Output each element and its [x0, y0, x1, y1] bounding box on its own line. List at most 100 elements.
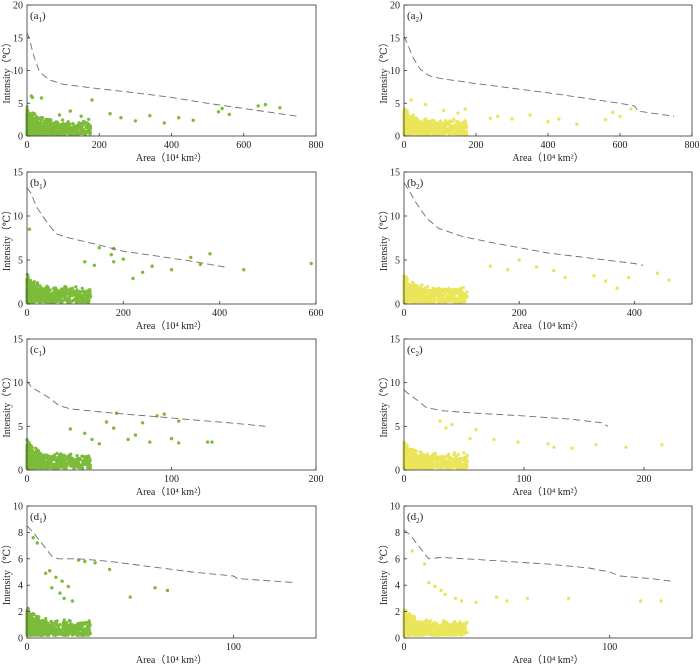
scatter-point — [263, 102, 268, 107]
scatter-point — [65, 288, 69, 292]
scatter-point — [38, 460, 43, 464]
scatter-point — [52, 121, 56, 125]
scatter-point — [309, 261, 313, 266]
scatter-point — [37, 124, 41, 128]
scatter-point — [28, 123, 32, 127]
axes-frame-a2 — [403, 4, 693, 137]
scatter-point — [85, 296, 89, 300]
scatter-point — [454, 456, 458, 460]
scatter-point — [611, 110, 615, 115]
scatter-point — [603, 279, 608, 283]
scatter-point — [406, 287, 410, 291]
y-tick-label: 20 — [13, 1, 23, 12]
scatter-point — [438, 120, 442, 124]
scatter-point — [629, 107, 633, 111]
scatter-point — [409, 133, 413, 137]
scatter-point — [407, 128, 411, 132]
scatter-point — [58, 132, 62, 136]
y-axis-label-c1: Intensity（℃） — [1, 371, 13, 437]
scatter-point — [409, 453, 413, 457]
y-tick-label: 5 — [18, 256, 23, 267]
x-tick-label: 0 — [25, 474, 30, 485]
scatter-point — [415, 286, 419, 290]
axes-frame-c1 — [26, 338, 317, 471]
y-tick-label: 0 — [395, 300, 400, 311]
scatter-point — [464, 124, 468, 128]
scatter-point — [80, 125, 84, 129]
scatter-point — [618, 114, 622, 119]
scatter-point — [517, 258, 521, 262]
scatter-point — [97, 246, 102, 250]
scatter-point — [403, 460, 407, 464]
scatter-point — [427, 124, 431, 128]
x-axis-label-b2: Area（10⁴ km²） — [512, 320, 583, 332]
scatter-point — [660, 443, 664, 447]
scatter-point — [447, 123, 451, 127]
y-axis-label-a1: Intensity（℃） — [1, 37, 13, 103]
scatter-point — [112, 426, 116, 430]
y-tick-label: 5 — [18, 422, 23, 433]
scatter-point — [415, 299, 419, 303]
scatter-point — [534, 265, 539, 269]
y-tick-label: 0 — [18, 132, 23, 143]
envelope-line-b2 — [403, 182, 644, 266]
scatter-point — [67, 299, 71, 303]
scatter-point — [403, 288, 407, 292]
scatter-point — [417, 298, 421, 303]
y-tick-label: 5 — [395, 422, 400, 433]
scatter-point — [408, 294, 412, 298]
scatter-point — [62, 625, 66, 629]
scatter-point — [594, 443, 598, 447]
scatter-point — [438, 124, 442, 128]
scatter-point — [87, 290, 91, 295]
scatter-point — [36, 131, 40, 135]
scatter-point — [453, 130, 458, 134]
scatter-point — [449, 129, 453, 133]
axes-frame-c2 — [403, 338, 693, 471]
scatter-point — [148, 114, 152, 118]
scatter-point — [406, 299, 410, 303]
scatter-point — [405, 458, 409, 462]
scatter-point — [67, 619, 71, 623]
y-tick-label: 0 — [18, 300, 23, 311]
scatter-point — [437, 300, 441, 304]
y-axis-label-b2: Intensity（℃） — [378, 205, 390, 271]
x-tick-label: 200 — [469, 140, 484, 151]
scatter-point — [41, 290, 46, 294]
scatter-point — [445, 465, 449, 469]
scatter-point — [35, 119, 39, 123]
scatter-point — [426, 119, 431, 124]
scatter-point — [278, 106, 282, 110]
scatter-point — [45, 284, 49, 288]
scatter-point — [27, 465, 31, 470]
scatter-point — [37, 116, 41, 120]
scatter-point — [31, 458, 36, 462]
scatter-point — [404, 465, 408, 470]
scatter-point — [414, 116, 418, 120]
scatter-point — [464, 129, 468, 133]
y-tick-label: 15 — [13, 33, 23, 44]
x-tick-label: 400 — [212, 308, 227, 319]
scatter-cloud-c2 — [402, 440, 469, 470]
scatter-point — [28, 455, 32, 459]
scatter-point — [40, 124, 44, 128]
x-tick-label: 200 — [512, 308, 527, 319]
scatter-cloud-b1 — [25, 272, 93, 304]
y-tick-label: 15 — [390, 168, 400, 179]
scatter-point — [56, 461, 60, 465]
scatter-point — [454, 300, 458, 304]
scatter-point — [429, 119, 433, 123]
scatter-point — [59, 458, 64, 463]
scatter-point — [626, 275, 631, 280]
scatter-point — [465, 459, 469, 463]
scatter-point — [407, 291, 411, 295]
scatter-point — [425, 284, 430, 289]
scatter-point — [463, 107, 467, 111]
scatter-point — [39, 116, 44, 120]
scatter-point — [430, 462, 434, 466]
scatter-point — [177, 441, 181, 445]
scatter-point — [432, 293, 436, 297]
